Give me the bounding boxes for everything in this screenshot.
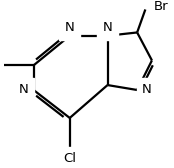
Text: Cl: Cl bbox=[63, 153, 76, 165]
Text: N: N bbox=[19, 83, 29, 96]
Text: N: N bbox=[142, 83, 152, 96]
Text: N: N bbox=[65, 21, 75, 34]
Text: N: N bbox=[103, 21, 112, 34]
Text: Br: Br bbox=[154, 0, 168, 13]
